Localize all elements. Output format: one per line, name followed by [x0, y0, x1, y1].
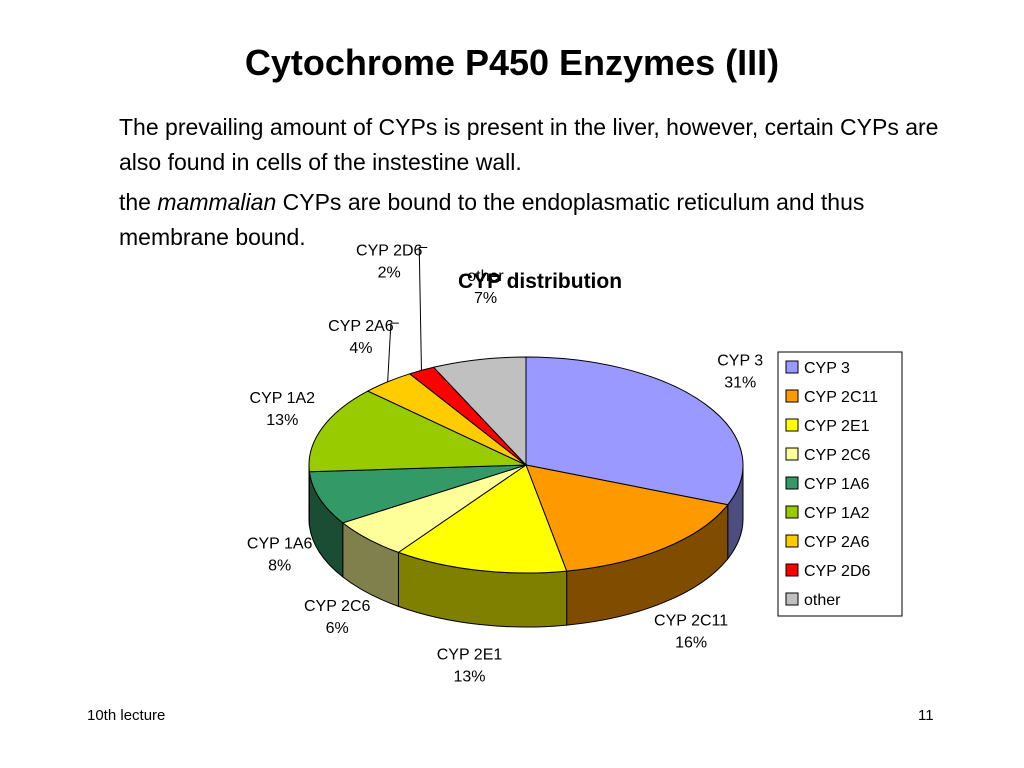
slide-title: Cytochrome P450 Enzymes (III): [244, 42, 780, 83]
legend-label-cyp-2c6: CYP 2C6: [804, 447, 871, 464]
data-label-cyp-2c11: CYP 2C11 16%: [654, 612, 728, 651]
pie-slice-cyp-3: [525, 356, 744, 506]
leader-line-cyp-2d6: [418, 247, 428, 371]
legend-label-cyp-2a6: CYP 2A6: [804, 534, 870, 551]
legend-swatch-cyp-2e1: [785, 418, 799, 432]
paragraph-2-prefix: the: [119, 189, 158, 215]
pie-leader-lines: [387, 247, 428, 382]
chart-title: CYP distribution: [458, 270, 622, 293]
data-label-other: other 7%: [467, 268, 504, 307]
data-label-cyp-2e1: CYP 2E1 13%: [437, 646, 503, 685]
legend-swatch-cyp-3: [785, 360, 799, 374]
footer-lecture: 10th lecture: [87, 707, 166, 724]
pie-sides: [308, 464, 744, 628]
legend-label-cyp-2c11: CYP 2C11: [804, 389, 878, 406]
legend-label-other: other: [804, 592, 841, 609]
footer-page-number: 11: [918, 707, 934, 724]
legend-swatch-cyp-2d6: [785, 563, 799, 577]
pie-slice-other: [432, 356, 527, 467]
pie-slice-cyp-1a6: [308, 464, 527, 524]
pie-top: [308, 356, 744, 574]
data-label-cyp-1a2: CYP 1A2 13%: [250, 390, 316, 429]
legend-swatch-other: [785, 592, 799, 606]
pie-slice-cyp-2c11: [525, 464, 729, 572]
legend-swatch-cyp-1a6: [785, 476, 799, 490]
legend-box: [777, 351, 903, 617]
paragraph-2-italic: mammalian: [157, 189, 277, 215]
chart-legend: CYP 3 CYP 2C11 CYP 2E1 CYP 2C6 CYP 1A6 CYP 1A…: [777, 351, 903, 617]
legend-swatch-cyp-2a6: [785, 534, 799, 548]
body-paragraph-2: the mammalian CYPs are bound to the endo…: [119, 185, 939, 255]
legend-swatch-cyp-1a2: [785, 505, 799, 519]
pie-data-labels: CYP 3 31% CYP 2C11 16% CYP 2E1 13% CYP 2C6 6% CY…: [247, 243, 763, 686]
legend-label-cyp-1a6: CYP 1A6: [804, 476, 870, 493]
legend-swatch-cyp-2c11: [785, 389, 799, 403]
data-label-cyp-1a6: CYP 1A6 8%: [247, 536, 313, 575]
data-label-cyp-2d6: CYP 2D6 2%: [356, 243, 423, 282]
legend-swatch-cyp-2c6: [785, 447, 799, 461]
data-label-cyp-3: CYP 3 31%: [717, 353, 763, 392]
data-label-cyp-2c6: CYP 2C6 6%: [304, 598, 371, 637]
paragraph-2-suffix: CYPs are bound to the endoplasmatic reti…: [119, 189, 865, 250]
pie-slice-cyp-1a2: [308, 390, 527, 473]
legend-label-cyp-3: CYP 3: [804, 360, 850, 377]
legend-label-cyp-2d6: CYP 2D6: [804, 563, 871, 580]
body-paragraph-1: The prevailing amount of CYPs is present…: [119, 114, 939, 175]
leader-line-cyp-2a6: [387, 322, 399, 382]
data-label-cyp-2a6: CYP 2A6 4%: [328, 318, 394, 357]
legend-label-cyp-2e1: CYP 2E1: [804, 418, 870, 435]
pie-slice-cyp-2e1: [397, 464, 568, 574]
legend-label-cyp-1a2: CYP 1A2: [804, 505, 870, 522]
